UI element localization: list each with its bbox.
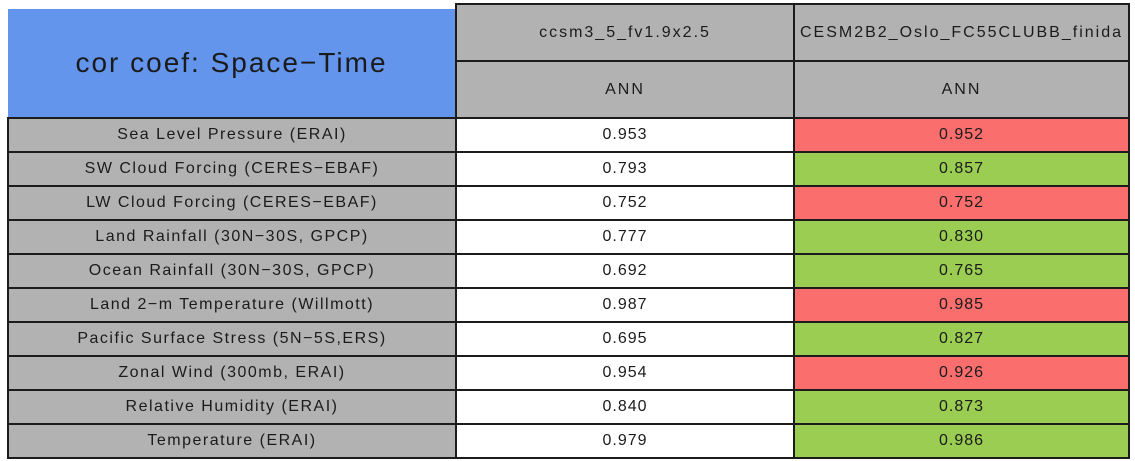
value-cell-model2: 0.952 [793,117,1130,153]
value-cell-model2: 0.985 [793,287,1130,323]
value-cell-model2: 0.986 [793,423,1130,459]
row-label-cell: Ocean Rainfall (30N−30S, GPCP) [7,253,457,289]
table-row: Sea Level Pressure (ERAI) 0.953 0.952 [7,117,1130,153]
value-cell-model1: 0.793 [455,151,795,187]
value-cell-model1: 0.692 [455,253,795,289]
table-title-cell: cor coef: Space−Time [8,4,456,118]
value-cell-model1: 0.840 [455,389,795,425]
value-cell-model2: 0.752 [793,185,1130,221]
value-cell-model2: 0.857 [793,151,1130,187]
value-cell-model2: 0.765 [793,253,1130,289]
value-cell-model1: 0.987 [455,287,795,323]
table-row: Relative Humidity (ERAI) 0.840 0.873 [7,389,1130,425]
model-header-model1: ccsm3_5_fv1.9x2.5 [455,3,795,62]
value-cell-model1: 0.953 [455,117,795,153]
row-label-cell: Relative Humidity (ERAI) [7,389,457,425]
row-label-cell: SW Cloud Forcing (CERES−EBAF) [7,151,457,187]
row-label-cell: Zonal Wind (300mb, ERAI) [7,355,457,391]
table-row: Pacific Surface Stress (5N−5S,ERS) 0.695 0… [7,321,1130,357]
table-row: Land Rainfall (30N−30S, GPCP) 0.777 0.830 [7,219,1130,255]
row-label-cell: Land Rainfall (30N−30S, GPCP) [7,219,457,255]
table-title: cor coef: Space−Time [8,9,455,117]
season-header-model1: ANN [455,60,795,119]
row-label-cell: Pacific Surface Stress (5N−5S,ERS) [7,321,457,357]
value-cell-model2: 0.827 [793,321,1130,357]
table-body: Sea Level Pressure (ERAI) 0.953 0.952 SW Cl… [7,117,1130,459]
value-cell-model2: 0.926 [793,355,1130,391]
table-row: SW Cloud Forcing (CERES−EBAF) 0.793 0.857 [7,151,1130,187]
row-label-cell: Sea Level Pressure (ERAI) [7,117,457,153]
value-cell-model2: 0.830 [793,219,1130,255]
table-row: Temperature (ERAI) 0.979 0.986 [7,423,1130,459]
table-row: Ocean Rainfall (30N−30S, GPCP) 0.692 0.765 [7,253,1130,289]
table-row: Land 2−m Temperature (Willmott) 0.987 0.98… [7,287,1130,323]
season-header-model2: ANN [793,60,1130,119]
row-label-cell: Land 2−m Temperature (Willmott) [7,287,457,323]
model-header-row: cor coef: Space−Time ccsm3_5_fv1.9x2.5 C… [8,3,1130,117]
correlation-table: cor coef: Space−Time ccsm3_5_fv1.9x2.5 C… [7,3,1130,459]
row-label-cell: LW Cloud Forcing (CERES−EBAF) [7,185,457,221]
value-cell-model1: 0.954 [455,355,795,391]
table-row: LW Cloud Forcing (CERES−EBAF) 0.752 0.752 [7,185,1130,221]
model-header-model2: CESM2B2_Oslo_FC55CLUBB_finida [793,3,1130,62]
value-cell-model1: 0.979 [455,423,795,459]
value-cell-model1: 0.752 [455,185,795,221]
season-header-row: ANN ANN [8,60,1130,119]
value-cell-model1: 0.695 [455,321,795,357]
value-cell-model2: 0.873 [793,389,1130,425]
table-row: Zonal Wind (300mb, ERAI) 0.954 0.926 [7,355,1130,391]
row-label-cell: Temperature (ERAI) [7,423,457,459]
value-cell-model1: 0.777 [455,219,795,255]
